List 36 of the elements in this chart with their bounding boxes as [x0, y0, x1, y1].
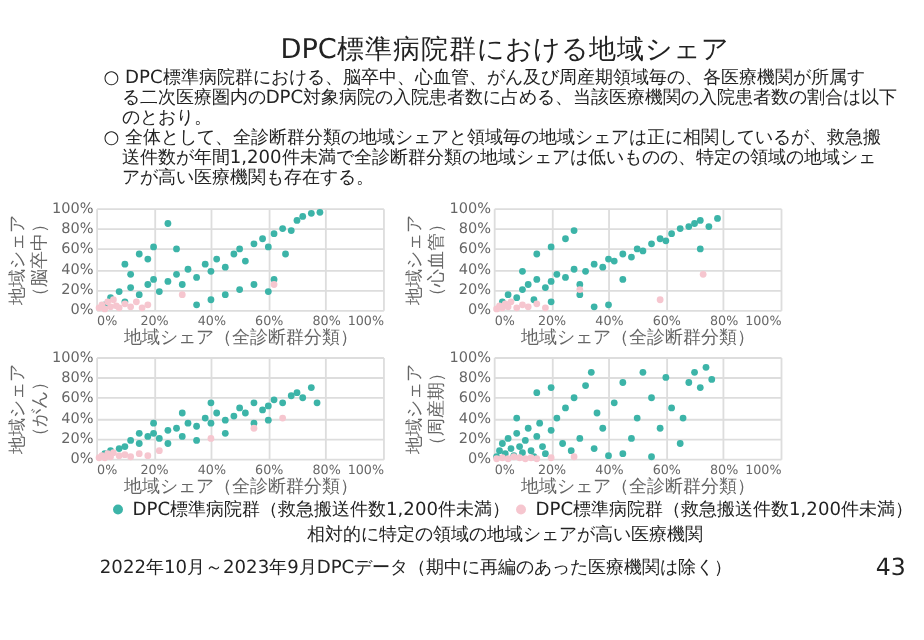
y-tick-label: 20%	[458, 428, 492, 447]
y-tick-label: 40%	[61, 259, 94, 278]
y-tick-label: 40%	[458, 408, 492, 427]
text: 43	[875, 552, 906, 581]
x-axis-title: 地域シェア（全診断群分類）	[121, 476, 358, 499]
text: 2022年10月～2023年9月DPCデータ（期中に再編のあった医療機関は除く）	[99, 557, 733, 580]
legend-label: DPC標準病院群（救急搬送件数1,200件未満）	[132, 499, 510, 522]
y-axis-title: 地域シェア（心血管）	[404, 214, 449, 307]
text: ○ DPC標準病院群における、脳卒中、心血管、がん及び周産期領域毎の、各医療機関が所属する二次医療圏内のDPC対象病院の入院患者数に占める、当該医療機関の入院患者数の割合は以下のとおり。	[103, 66, 898, 129]
text: 相対的に特定の領域の地域シェアが高い医療機関	[306, 524, 703, 547]
y-tick-label: 100%	[449, 347, 492, 366]
y-tick-label: 60%	[458, 239, 492, 258]
y-tick-label: 40%	[61, 408, 94, 427]
y-tick-label: 40%	[458, 259, 492, 278]
y-tick-label: 80%	[61, 367, 94, 386]
text: DPC標準病院群における地域シェア	[280, 33, 729, 66]
y-tick-label: 20%	[61, 280, 94, 299]
x-axis-title: 地域シェア（全診断群分類）	[519, 476, 756, 499]
y-tick-label: 80%	[458, 367, 492, 386]
x-axis-title: 地域シェア（全診断群分類）	[121, 327, 358, 350]
y-tick-label: 100%	[449, 198, 492, 217]
y-axis-title: 地域シェア（脳卒中）	[6, 214, 51, 307]
y-tick-label: 60%	[61, 388, 94, 407]
y-tick-label: 100%	[52, 347, 94, 366]
y-tick-label: 20%	[61, 428, 94, 447]
y-axis-title: 地域シェア（がん）	[6, 363, 51, 456]
y-tick-label: 20%	[458, 280, 492, 299]
legend-label: DPC標準病院群（救急搬送件数1,200件未満）	[535, 499, 913, 522]
x-axis-title: 地域シェア（全診断群分類）	[519, 327, 756, 350]
y-tick-label: 100%	[52, 198, 94, 217]
y-tick-label: 60%	[458, 388, 492, 407]
y-tick-label: 80%	[458, 219, 492, 238]
y-axis-title: 地域シェア（周産期）	[404, 363, 449, 456]
y-tick-label: 60%	[61, 239, 94, 258]
y-tick-label: 80%	[61, 219, 94, 238]
text: ○ 全体として、全診断群分類の地域シェアと領域毎の地域シェアは正に相関しているが、救急搬送件数が年間1,200件未満で全診断群分類の地域シェアは低いものの、特定の領域の地域シェアが高い医療機関も存在する。	[103, 126, 882, 189]
